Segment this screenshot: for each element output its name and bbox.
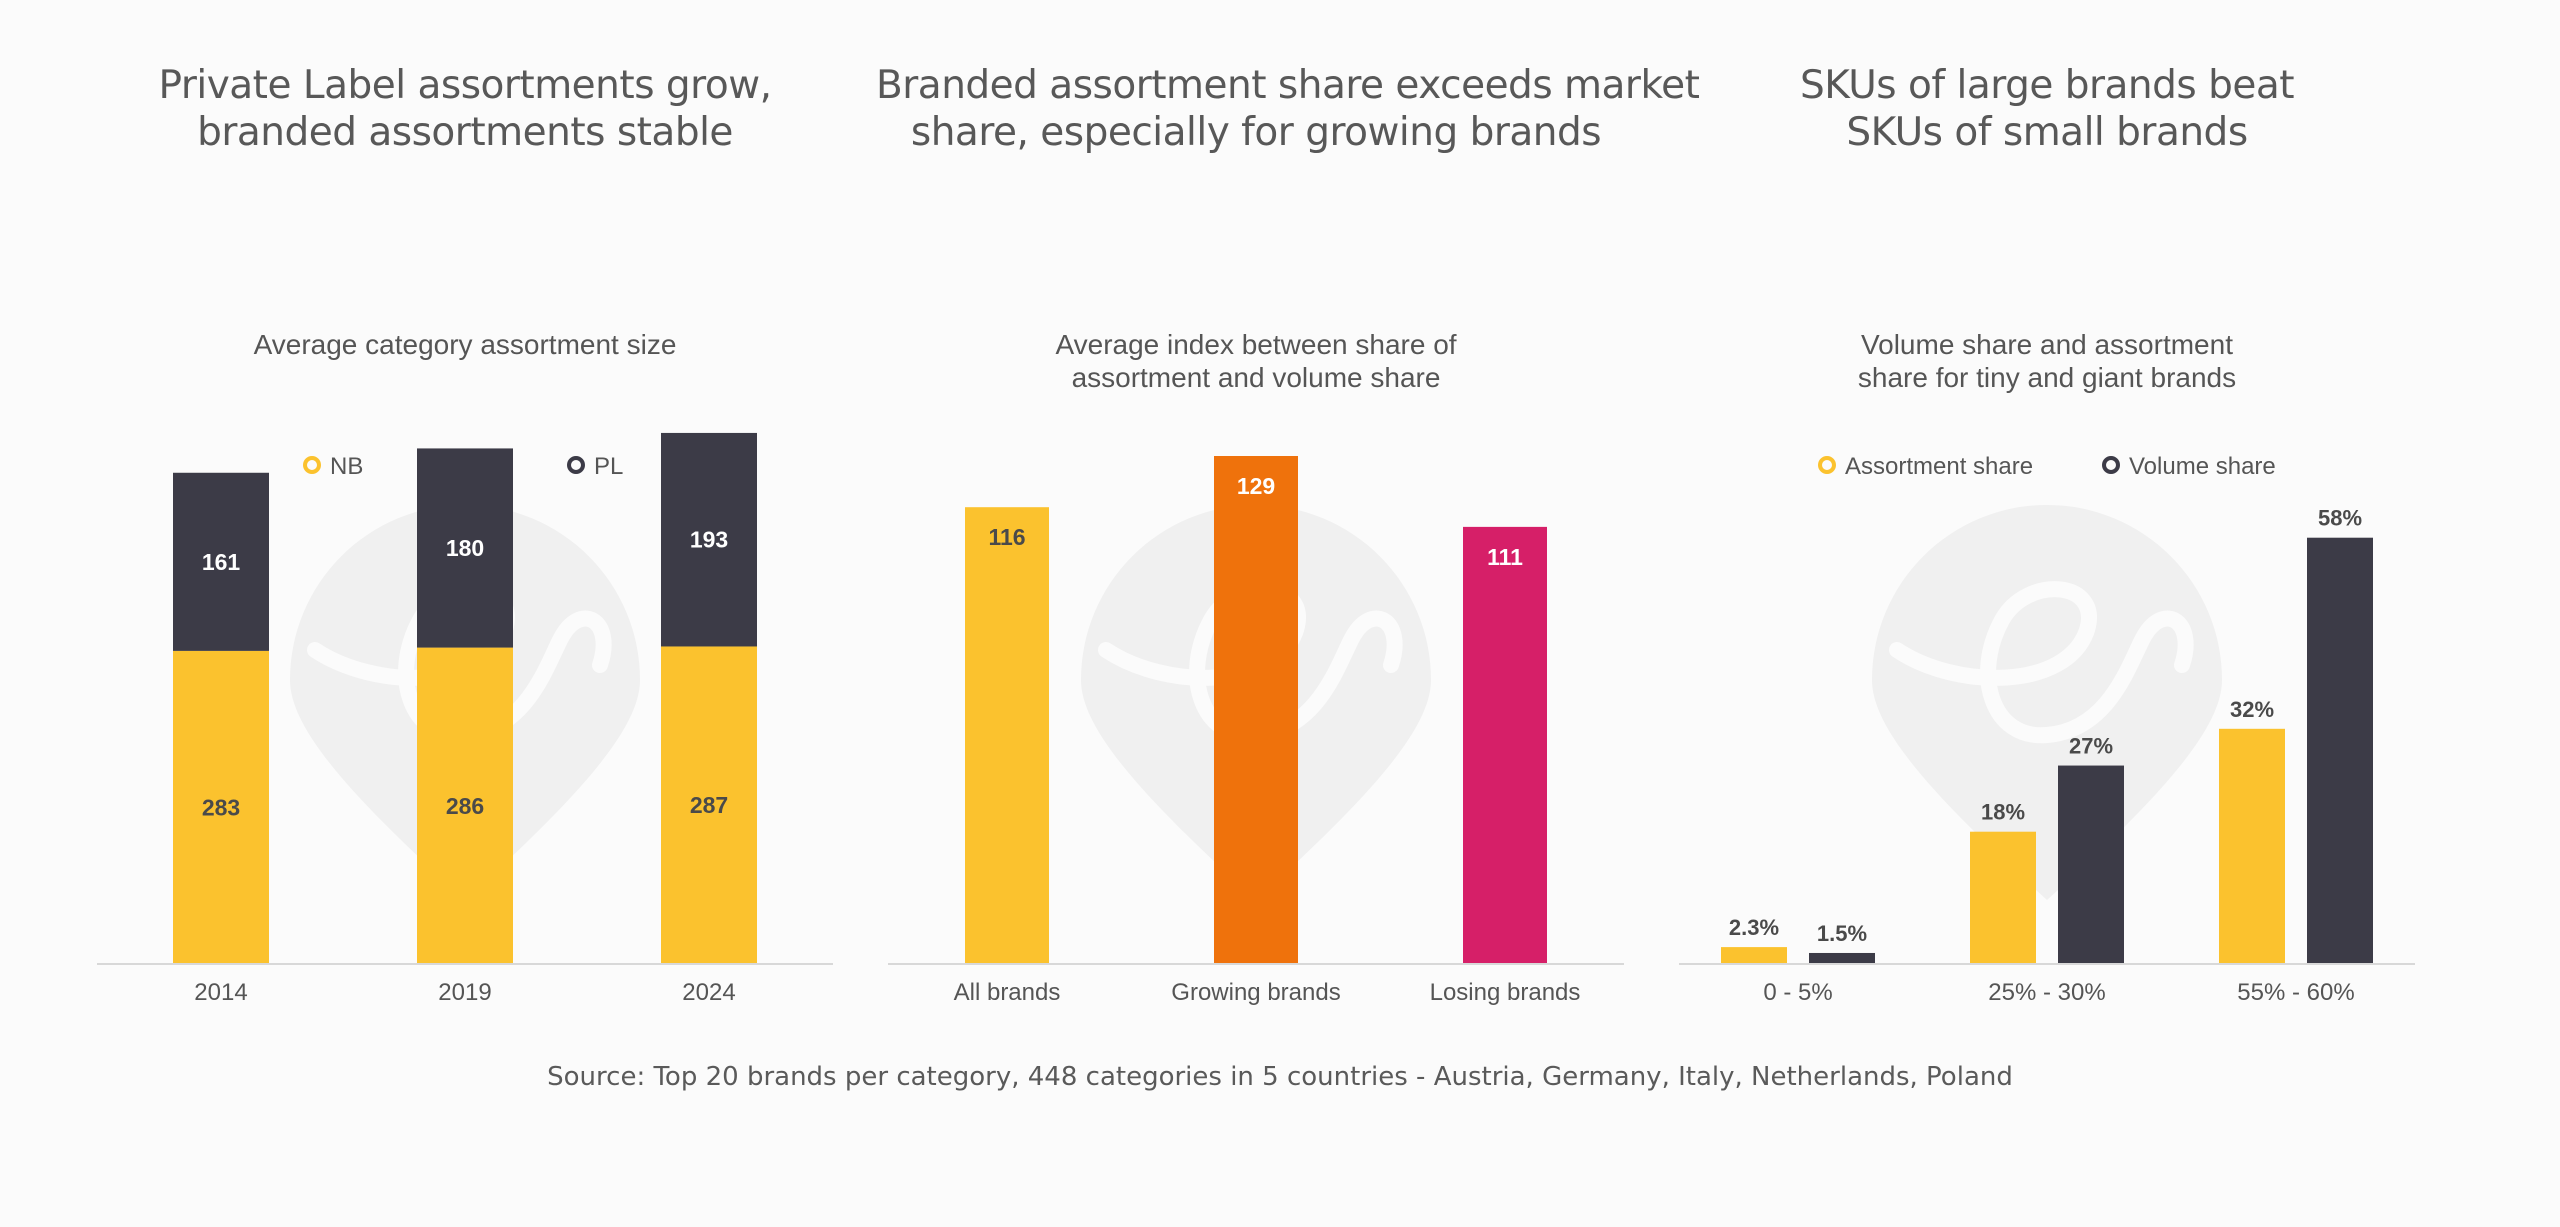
- data-label-pl-2014: 161: [202, 549, 241, 575]
- bar-nb-2014: [173, 650, 269, 964]
- source-note: Source: Top 20 brands per category, 448 …: [547, 1062, 2013, 1092]
- bar-nb-2024: [661, 646, 757, 964]
- data-label-nb-2024: 287: [690, 792, 728, 818]
- chart-subtitle: Volume share and assortment share for ti…: [1857, 329, 2237, 393]
- legend-marker-nb-icon: [303, 456, 321, 474]
- legend-label-volume-share: Volume share: [2129, 453, 2276, 480]
- x-tick-label-25-30: 25% - 30%: [1988, 979, 2105, 1006]
- legend-label-assortment-share: Assortment share: [1845, 453, 2033, 480]
- data-label-pl-2019: 180: [446, 535, 484, 561]
- chart-subtitle: Average index between share of assortmen…: [1055, 329, 1457, 393]
- bar-volume-share-0-5: [1809, 952, 1875, 964]
- legend-label-pl: PL: [594, 453, 623, 480]
- panel-index: Branded assortment share exceeds market …: [876, 0, 1700, 1100]
- legend-marker-assortment-share-icon: [1818, 456, 1836, 474]
- data-label-volume-share-0-5: 1.5%: [1817, 921, 1867, 946]
- bar-losing-brands: [1463, 526, 1547, 964]
- chart-index: 116 All brands 129 Growing brands 111 Losing …: [888, 456, 1624, 1006]
- chart-subtitle: Average category assortment size: [253, 329, 677, 360]
- chart-share-by-size: Assortment share Volume share 2.3% 1.5% 0 - …: [1679, 453, 2415, 1006]
- data-label-nb-2019: 286: [446, 793, 484, 819]
- data-label-all-brands: 116: [988, 524, 1025, 550]
- bar-assortment-share-55-60: [2219, 728, 2285, 964]
- x-tick-label-2019: 2019: [438, 979, 491, 1006]
- x-tick-label-55-60: 55% - 60%: [2237, 979, 2354, 1006]
- data-label-growing-brands: 129: [1237, 473, 1275, 499]
- bar-volume-share-25-30: [2058, 765, 2124, 964]
- panel-title: Private Label assortments grow, branded …: [158, 63, 773, 155]
- bar-pl-2014: [173, 472, 269, 651]
- data-label-assortment-share-0-5: 2.3%: [1729, 915, 1779, 940]
- bar-pl-2024: [661, 432, 757, 647]
- data-label-pl-2024: 193: [690, 527, 728, 553]
- x-tick-label-losing-brands: Losing brands: [1430, 979, 1581, 1006]
- x-tick-label-2014: 2014: [194, 979, 247, 1006]
- legend-marker-pl-icon: [567, 456, 585, 474]
- chart-assortment-size: NB PL 283 161 2014 286 180 2019 287 193 2024: [97, 432, 833, 1006]
- panel-title: Branded assortment share exceeds market …: [876, 63, 1700, 155]
- panel-title: SKUs of large brands beat SKUs of small …: [1799, 63, 2295, 155]
- legend-label-nb: NB: [330, 453, 363, 480]
- panel-assortment-size: Private Label assortments grow, branded …: [85, 0, 845, 1100]
- data-label-assortment-share-25-30: 18%: [1981, 800, 2025, 825]
- bar-nb-2019: [417, 647, 513, 964]
- panel-large-vs-small: SKUs of large brands beat SKUs of small …: [1667, 0, 2427, 1100]
- data-label-assortment-share-55-60: 32%: [2230, 697, 2274, 722]
- bar-all-brands: [965, 507, 1049, 964]
- bar-assortment-share-25-30: [1970, 831, 2036, 964]
- data-label-nb-2014: 283: [202, 794, 240, 820]
- x-tick-label-0-5: 0 - 5%: [1763, 979, 1832, 1006]
- legend-marker-volume-share-icon: [2102, 456, 2120, 474]
- watermark-logo-icon: [1872, 504, 2222, 900]
- x-tick-label-growing-brands: Growing brands: [1171, 979, 1340, 1006]
- bar-assortment-share-0-5: [1721, 947, 1787, 964]
- x-tick-label-all-brands: All brands: [954, 979, 1061, 1006]
- bar-volume-share-55-60: [2307, 537, 2373, 964]
- bar-growing-brands: [1214, 456, 1298, 964]
- x-tick-label-2024: 2024: [682, 979, 735, 1006]
- bar-pl-2019: [417, 448, 513, 648]
- data-label-volume-share-55-60: 58%: [2318, 506, 2362, 531]
- data-label-losing-brands: 111: [1487, 544, 1523, 570]
- data-label-volume-share-25-30: 27%: [2069, 734, 2113, 759]
